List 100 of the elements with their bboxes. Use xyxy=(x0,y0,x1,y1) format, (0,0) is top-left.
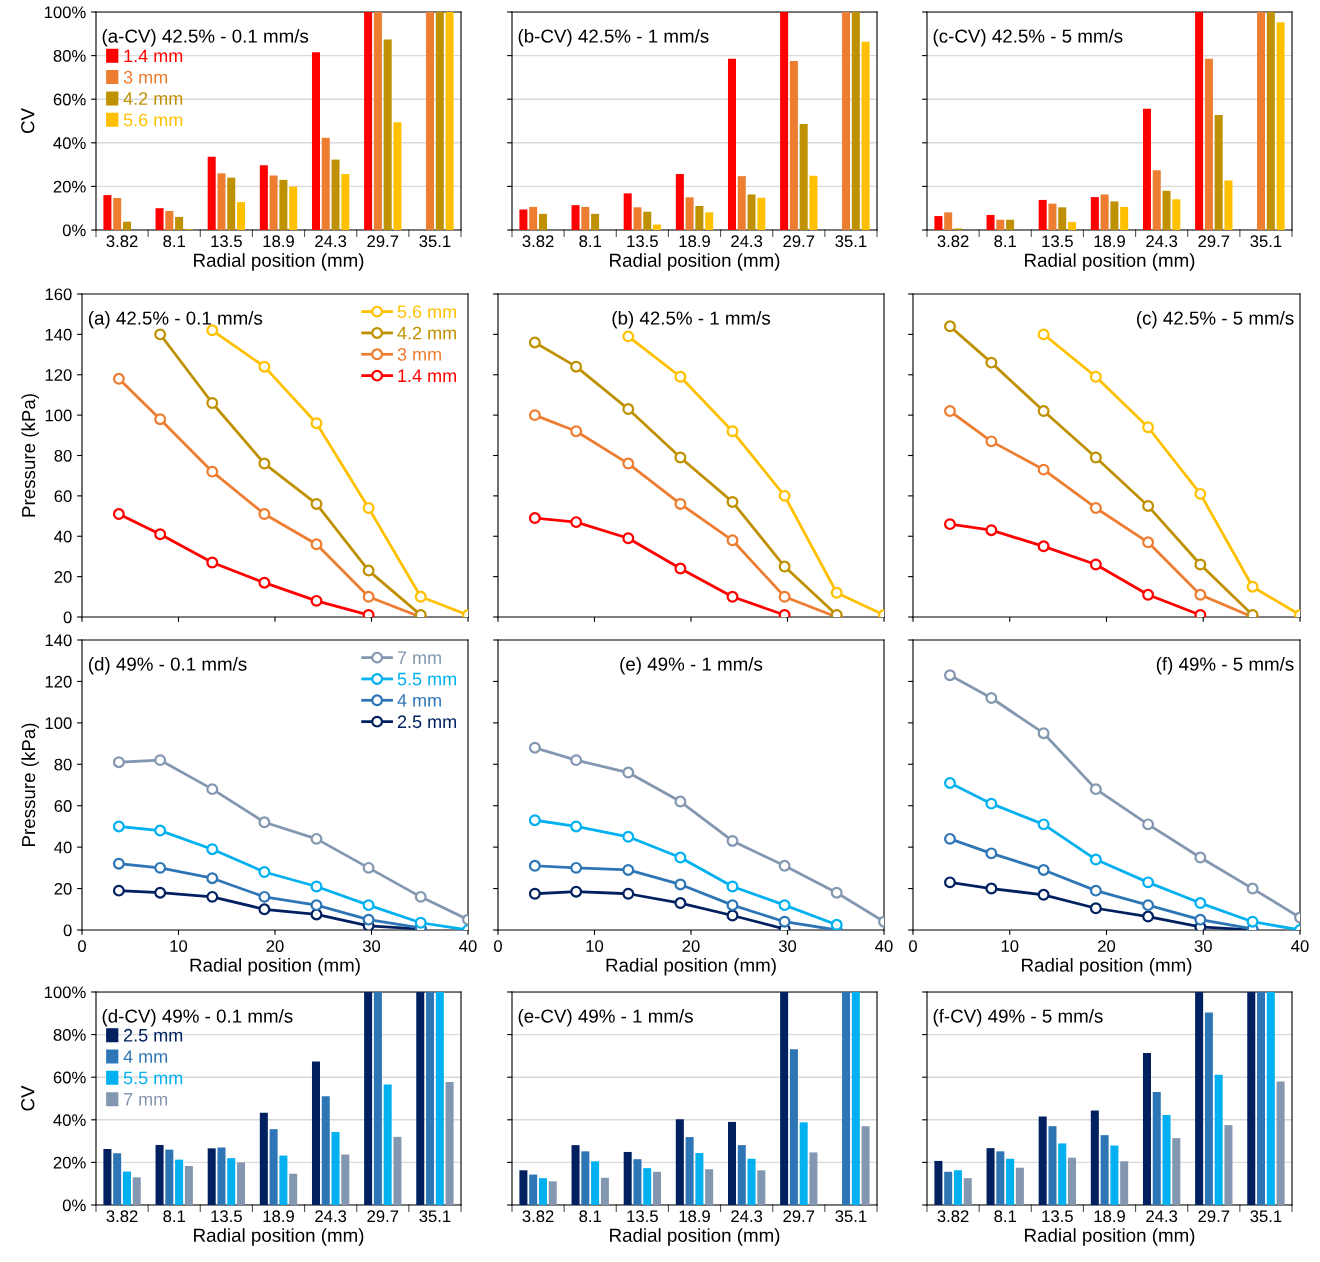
bar xyxy=(705,1169,714,1205)
x-tick-label: 29.7 xyxy=(783,1210,815,1223)
bar xyxy=(934,216,943,230)
point xyxy=(112,372,125,385)
point xyxy=(622,457,635,470)
bar xyxy=(1100,194,1109,230)
bar xyxy=(633,207,642,230)
y-tick-label: 140 xyxy=(45,328,72,341)
point xyxy=(943,776,956,789)
point xyxy=(570,360,583,373)
point xyxy=(985,356,998,369)
y-tick-label: 80 xyxy=(54,758,72,771)
y-tick-label: 100% xyxy=(44,986,86,999)
bar xyxy=(103,195,112,230)
y-tick-label: 40 xyxy=(54,530,72,543)
bar xyxy=(675,173,684,230)
legend-label: 4.2 mm xyxy=(397,326,456,340)
x-tick-label: 8.1 xyxy=(579,1210,601,1223)
point xyxy=(154,861,167,874)
x-tick-label: 40 xyxy=(875,940,893,952)
point xyxy=(830,586,843,599)
bar xyxy=(175,216,184,230)
point xyxy=(1037,863,1050,876)
x-tick-label: 18.9 xyxy=(679,1210,710,1223)
x-tick-label: 0 xyxy=(909,940,917,952)
bar xyxy=(1276,1081,1285,1205)
bar xyxy=(1162,1115,1171,1205)
point xyxy=(1142,588,1155,601)
x-tick-label: 29.7 xyxy=(367,235,399,248)
text: (d-CV) 49% - 0.1 mm/s xyxy=(102,1008,293,1027)
point xyxy=(1037,540,1050,553)
point xyxy=(674,562,687,575)
bar xyxy=(279,179,288,230)
bar xyxy=(1110,201,1119,230)
y-tick-label: 80 xyxy=(54,449,72,462)
y-tick-label: 60 xyxy=(54,490,72,503)
bar xyxy=(685,1137,694,1205)
point xyxy=(258,508,271,521)
bar xyxy=(695,1153,704,1205)
bar xyxy=(529,206,538,230)
bar xyxy=(1068,221,1077,230)
x-tick-label: 18.9 xyxy=(1094,1210,1125,1223)
point xyxy=(1037,727,1050,740)
point xyxy=(1194,588,1207,601)
bar xyxy=(259,1112,268,1205)
bar xyxy=(519,1170,528,1205)
point xyxy=(674,497,687,510)
point xyxy=(528,741,541,754)
bar xyxy=(591,1161,600,1205)
point xyxy=(1089,853,1102,866)
x-tick-label: 10 xyxy=(586,940,604,952)
x-tick-label: 20 xyxy=(1098,940,1116,952)
y-tick-label: 80% xyxy=(53,50,86,62)
point xyxy=(206,397,219,409)
bar xyxy=(944,212,953,230)
bar xyxy=(393,122,402,230)
bar xyxy=(1266,992,1275,1205)
y-tick-label: 140 xyxy=(45,634,72,647)
bar xyxy=(538,213,547,230)
bar xyxy=(175,1159,184,1205)
bar xyxy=(364,992,373,1205)
point xyxy=(570,754,583,767)
bar xyxy=(445,12,454,230)
point xyxy=(258,576,271,589)
point xyxy=(310,538,323,551)
point xyxy=(258,816,271,829)
bar xyxy=(1038,1116,1047,1205)
bar xyxy=(851,12,860,230)
x-tick-label: 8.1 xyxy=(579,235,601,248)
x-tick-label: 13.5 xyxy=(211,1210,242,1223)
bar xyxy=(321,137,330,230)
bar xyxy=(1172,199,1181,230)
point xyxy=(310,594,323,607)
bar xyxy=(237,1162,246,1205)
point xyxy=(778,899,791,912)
bar xyxy=(341,1154,350,1205)
y-tick-label: 0 xyxy=(63,924,72,937)
bar xyxy=(341,173,350,230)
point xyxy=(1089,370,1102,383)
text: (a-CV) 42.5% - 0.1 mm/s xyxy=(102,28,309,47)
point xyxy=(414,890,427,903)
bar xyxy=(435,12,444,230)
bar xyxy=(953,1170,962,1205)
x-tick-label: 35.1 xyxy=(1250,235,1282,248)
bar xyxy=(780,992,789,1205)
y-axis-title: Pressure (kPa) xyxy=(21,394,39,517)
point xyxy=(206,556,219,569)
y-tick-label: 60 xyxy=(54,800,72,812)
point xyxy=(726,899,739,912)
bar xyxy=(934,1160,943,1205)
point xyxy=(1089,902,1102,915)
point xyxy=(528,336,541,349)
bar xyxy=(122,221,131,230)
x-axis-title: Radial position (mm) xyxy=(1025,1228,1195,1246)
y-tick-label: 100% xyxy=(44,6,86,19)
point xyxy=(726,425,739,438)
point xyxy=(778,915,791,928)
bar xyxy=(538,1178,547,1205)
x-tick-label: 40 xyxy=(459,940,477,952)
x-tick-label: 13.5 xyxy=(1042,235,1073,248)
